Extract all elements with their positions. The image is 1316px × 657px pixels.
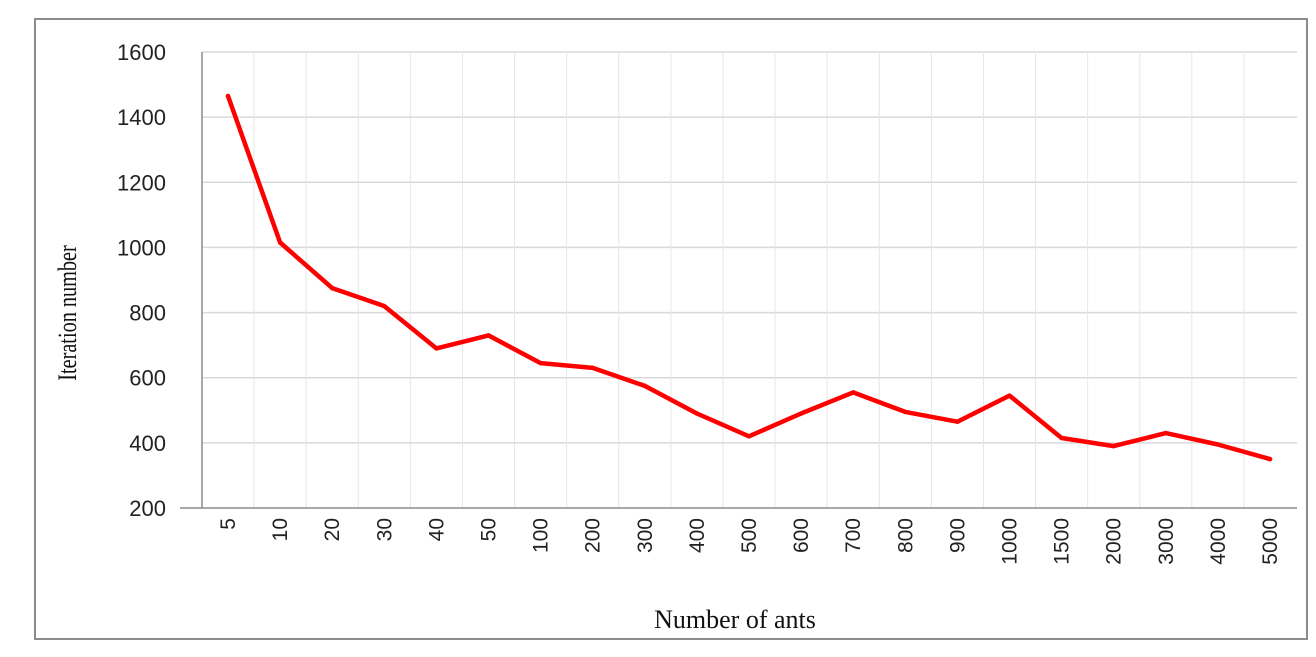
data-point xyxy=(642,383,647,389)
data-point xyxy=(903,409,908,415)
data-point xyxy=(538,360,543,366)
x-tick-label: 900 xyxy=(946,518,969,553)
y-tick-label: 600 xyxy=(129,366,166,391)
data-point xyxy=(955,419,960,424)
x-tick-label: 10 xyxy=(269,518,292,541)
x-tick-label: 300 xyxy=(634,518,657,553)
data-point xyxy=(694,411,700,416)
x-tick-label: 1500 xyxy=(1051,518,1074,565)
y-tick-label: 1400 xyxy=(117,105,166,130)
y-tick-label: 200 xyxy=(129,496,166,521)
x-tick-label: 2000 xyxy=(1103,518,1126,565)
data-point xyxy=(1163,430,1169,436)
data-point xyxy=(486,333,491,338)
data-point xyxy=(1111,443,1116,449)
axes xyxy=(180,52,1297,509)
x-tick-label: 5 xyxy=(217,518,240,530)
data-point xyxy=(1267,456,1273,462)
x-tick-label: 20 xyxy=(321,518,344,541)
y-tick-label: 800 xyxy=(129,301,166,326)
x-tick-label: 50 xyxy=(478,518,501,541)
data-point xyxy=(382,303,387,309)
data-point xyxy=(1215,442,1221,447)
x-tick-label: 600 xyxy=(790,518,813,553)
x-tick-label: 4000 xyxy=(1207,518,1230,565)
x-tick-label: 5000 xyxy=(1259,518,1282,565)
x-axis-title: Number of ants xyxy=(654,605,816,634)
x-tick-label: 200 xyxy=(582,518,605,553)
x-tick-label: 400 xyxy=(686,518,709,553)
series-line xyxy=(225,93,1273,462)
data-point xyxy=(277,240,283,245)
y-axis-title: Iteration number xyxy=(54,245,83,381)
x-tick-label: 30 xyxy=(373,518,396,541)
data-point xyxy=(330,285,335,291)
y-tick-label: 400 xyxy=(129,431,166,456)
data-point xyxy=(434,346,439,351)
data-point xyxy=(798,411,804,416)
x-tick-labels: 5 10 20 30 40 50 100 200 300 400 500 600 700 800 900 10… xyxy=(217,518,1282,565)
x-tick-label: 500 xyxy=(738,518,761,553)
data-point xyxy=(225,93,231,99)
data-point xyxy=(746,434,752,439)
gridlines xyxy=(202,51,1297,508)
data-point xyxy=(851,390,856,395)
series-layer xyxy=(225,93,1273,462)
x-tick-label: 3000 xyxy=(1155,518,1178,565)
y-tick-label: 1600 xyxy=(117,40,166,65)
x-tick-label: 700 xyxy=(842,518,865,553)
x-tick-label: 40 xyxy=(425,518,448,541)
data-point xyxy=(590,365,595,371)
x-tick-label: 1000 xyxy=(999,518,1022,565)
x-tick-label: 800 xyxy=(894,518,917,553)
y-tick-label: 1200 xyxy=(117,170,166,195)
y-tick-labels: 200 400 600 800 1000 1200 1400 1600 xyxy=(117,40,166,521)
y-tick-label: 1000 xyxy=(117,235,166,260)
data-point xyxy=(1059,435,1064,441)
data-point xyxy=(1007,393,1012,398)
x-tick-label: 100 xyxy=(530,518,553,553)
